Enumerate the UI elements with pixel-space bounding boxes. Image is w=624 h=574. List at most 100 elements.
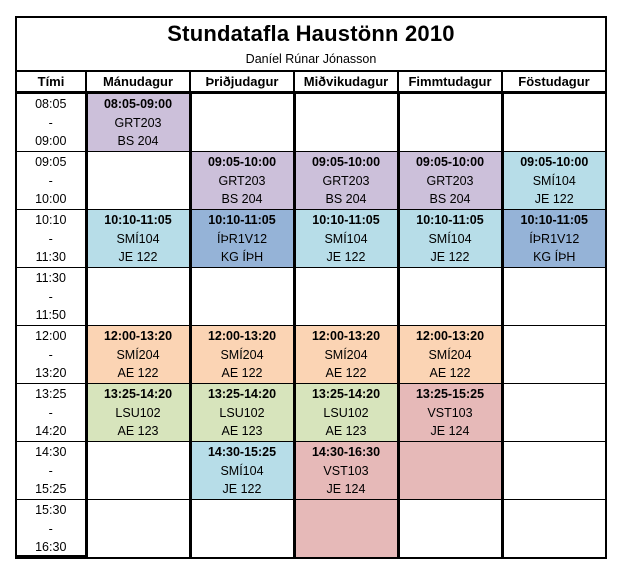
- room-label: AE 122: [221, 366, 263, 380]
- class-time-range: 12:00-13:20: [207, 329, 277, 343]
- class-time-range: 12:00-13:20: [103, 329, 173, 343]
- time-end: 14:20: [35, 424, 67, 438]
- class-time-range: 08:05-09:00: [103, 97, 173, 111]
- room-label: JE 122: [222, 482, 262, 496]
- class-cell-tuesday: 09:05-10:00 GRT203 BS 204: [188, 151, 296, 210]
- class-time-range: 09:05-10:00: [207, 155, 277, 169]
- class-time-range: 10:10-11:05: [208, 213, 276, 227]
- class-cell-monday: [84, 267, 192, 326]
- table-row: 13:25-14:20 13:25-14:20 LSU102 AE 123 13:25-…: [15, 383, 607, 442]
- room-label: AE 123: [325, 424, 367, 438]
- class-cell-friday: [500, 325, 607, 384]
- time-end: 11:50: [35, 308, 66, 322]
- time-separator: -: [48, 231, 53, 246]
- class-cell-tuesday: [188, 267, 296, 326]
- table-row: 14:30-15:25 14:30-15:25 SMÍ104 JE 122 14:30-…: [15, 441, 607, 500]
- table-row: 11:30 - 11:50: [15, 267, 607, 326]
- time-end: 09:00: [35, 134, 67, 148]
- room-label: JE 124: [430, 424, 470, 438]
- room-label: KG ÍÞH: [533, 250, 576, 264]
- time-slot-cell: 15:30 - 16:30: [15, 499, 88, 559]
- course-code: VST103: [427, 405, 473, 420]
- header-time: Tími: [15, 70, 87, 94]
- class-time-range: 10:10-11:05: [520, 213, 588, 227]
- room-label: JE 124: [326, 482, 366, 496]
- class-cell-friday: [500, 92, 607, 152]
- time-slot-cell: 09:05 - 10:00: [15, 151, 88, 210]
- class-cell-wednesday: 09:05-10:00 GRT203 BS 204: [292, 151, 400, 210]
- class-cell-thursday: 12:00-13:20 SMÍ204 AE 122: [396, 325, 504, 384]
- header-tuesday: Þriðjudagur: [189, 70, 295, 94]
- room-label: AE 122: [117, 366, 159, 380]
- class-cell-friday: [500, 383, 607, 442]
- room-label: JE 122: [326, 250, 366, 264]
- class-cell-wednesday: 13:25-14:20 LSU102 AE 123: [292, 383, 400, 442]
- time-start: 10:10: [35, 213, 67, 227]
- time-start: 09:05: [35, 155, 67, 169]
- header-wednesday: Miðvikudagur: [293, 70, 399, 94]
- class-cell-wednesday: [292, 267, 400, 326]
- class-cell-tuesday: [188, 499, 296, 559]
- time-end: 10:00: [35, 192, 67, 206]
- room-label: AE 122: [325, 366, 367, 380]
- class-cell-monday: 12:00-13:20 SMÍ204 AE 122: [84, 325, 192, 384]
- class-time-range: 12:00-13:20: [415, 329, 485, 343]
- class-cell-friday: [500, 267, 607, 326]
- time-separator: -: [48, 289, 53, 304]
- course-code: LSU102: [219, 405, 265, 420]
- time-slot-cell: 12:00 - 13:20: [15, 325, 88, 384]
- course-code: SMÍ204: [428, 347, 472, 362]
- time-start: 13:25: [35, 387, 67, 401]
- time-start: 14:30: [35, 445, 67, 459]
- class-time-range: 14:30-16:30: [311, 445, 381, 459]
- class-time-range: 14:30-15:25: [207, 445, 277, 459]
- course-code: ÍÞR1V12: [529, 231, 580, 246]
- room-label: AE 123: [117, 424, 159, 438]
- class-cell-tuesday: 12:00-13:20 SMÍ204 AE 122: [188, 325, 296, 384]
- course-code: SMÍ204: [324, 347, 368, 362]
- header-monday: Mánudagur: [85, 70, 191, 94]
- course-code: VST103: [323, 463, 369, 478]
- course-code: LSU102: [323, 405, 369, 420]
- class-cell-thursday: 10:10-11:05 SMÍ104 JE 122: [396, 209, 504, 268]
- course-code: ÍÞR1V12: [216, 231, 268, 246]
- header-friday: Föstudagur: [501, 70, 607, 94]
- class-cell-thursday: 09:05-10:00 GRT203 BS 204: [396, 151, 504, 210]
- class-time-range: 13:25-14:20: [311, 387, 381, 401]
- room-label: BS 204: [325, 192, 367, 206]
- time-start: 15:30: [35, 503, 67, 517]
- time-slot-cell: 08:05 - 09:00: [15, 92, 88, 152]
- course-code: SMÍ104: [324, 231, 368, 246]
- room-label: BS 204: [221, 192, 263, 206]
- time-start: 11:30: [35, 271, 66, 285]
- class-cell-monday: [84, 499, 192, 559]
- table-row: 12:00-13:20 12:00-13:20 SMÍ204 AE 122 12:00-…: [15, 325, 607, 384]
- course-code: SMÍ204: [116, 347, 160, 362]
- room-label: JE 122: [534, 192, 574, 206]
- time-separator: -: [48, 463, 53, 478]
- table-row: 08:05 - 09:00 08:05-09:00 GRT203 BS 204: [15, 92, 607, 152]
- student-name: Daníel Rúnar Jónasson: [245, 52, 377, 66]
- course-code: SMÍ104: [116, 231, 160, 246]
- class-cell-monday: [84, 151, 192, 210]
- room-label: BS 204: [429, 192, 471, 206]
- class-cell-tuesday: [188, 92, 296, 152]
- table-row: 09:05-10:00 09:05-10:00 GRT203 BS 204 09:05-…: [15, 151, 607, 210]
- class-cell-thursday: [396, 92, 504, 152]
- room-label: AE 123: [221, 424, 263, 438]
- course-code: LSU102: [115, 405, 161, 420]
- class-time-range: 13:25-14:20: [207, 387, 277, 401]
- class-cell-wednesday: [292, 92, 400, 152]
- class-time-range: 13:25-14:20: [103, 387, 173, 401]
- time-start: 08:05: [35, 97, 67, 111]
- class-cell-thursday: 13:25-15:25 VST103 JE 124: [396, 383, 504, 442]
- room-label: JE 122: [118, 250, 158, 264]
- class-cell-tuesday: 13:25-14:20 LSU102 AE 123: [188, 383, 296, 442]
- class-time-range: 10:10-11:05: [104, 213, 172, 227]
- time-end: 13:20: [35, 366, 67, 380]
- class-cell-tuesday: 10:10-11:05 ÍÞR1V12 KG ÍÞH: [188, 209, 296, 268]
- table-row: 15:30 - 16:30: [15, 499, 607, 559]
- class-cell-monday: [84, 441, 192, 500]
- room-label: BS 204: [117, 134, 159, 148]
- time-separator: -: [48, 347, 53, 362]
